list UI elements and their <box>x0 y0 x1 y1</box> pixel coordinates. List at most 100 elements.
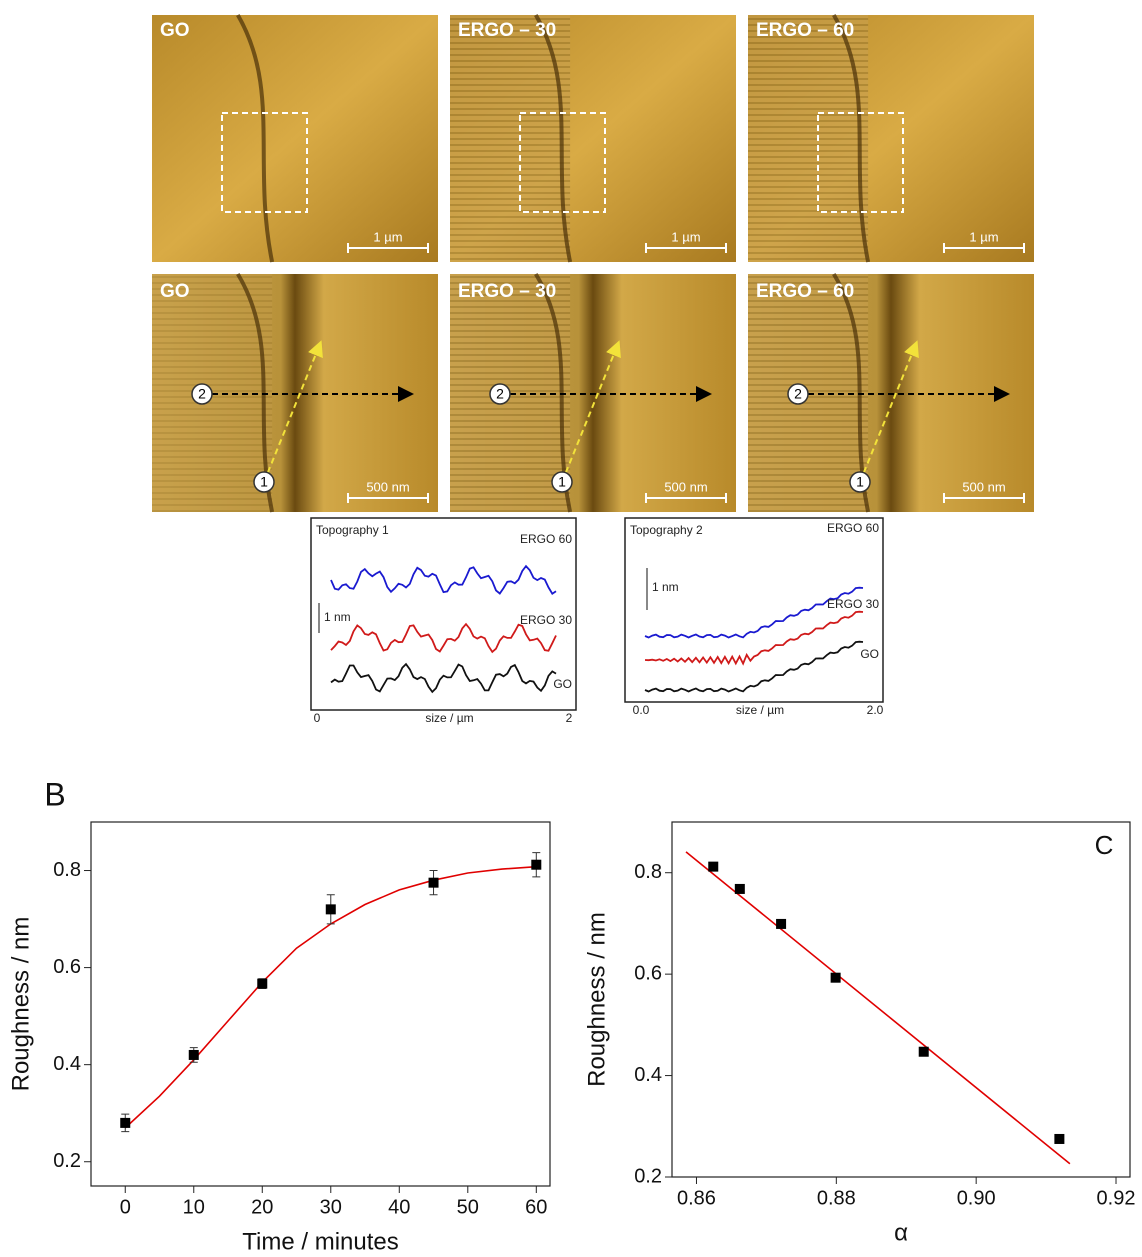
x-tick-label: 0.92 <box>1097 1187 1136 1209</box>
profile-arrow <box>263 340 323 483</box>
y-tick-label: 0.4 <box>634 1064 662 1086</box>
x-tick-label: 0.86 <box>677 1187 716 1209</box>
roi-box <box>519 112 606 213</box>
profile-curve <box>330 662 557 694</box>
marker-circle <box>551 471 573 493</box>
marker-label: 1 <box>558 474 566 490</box>
inset-title: Topography 2 <box>630 523 703 537</box>
y-tick-label: 0.6 <box>53 956 81 978</box>
image-label: GO <box>160 281 190 302</box>
data-point <box>708 861 719 872</box>
marker-label: 1 <box>260 474 268 490</box>
afm-texture <box>748 15 869 262</box>
data-point <box>428 877 439 888</box>
flake-edge <box>832 13 871 263</box>
profile-arrow <box>859 340 919 483</box>
inset-x-tick: 2.0 <box>867 703 884 717</box>
inset-series-label: GO <box>553 677 572 691</box>
inset-scale-label: 1 nm <box>324 610 351 624</box>
data-point <box>325 904 336 915</box>
profile-curve <box>644 640 864 693</box>
marker-circle <box>191 383 213 405</box>
data-point <box>120 1117 131 1128</box>
y-tick-label: 0.8 <box>634 861 662 883</box>
x-tick-label: 0 <box>120 1196 131 1218</box>
y-tick-label: 0.6 <box>634 962 662 984</box>
fit-line <box>685 851 1071 1165</box>
roi-box <box>817 112 904 213</box>
inset-x-label: size / µm <box>736 703 784 717</box>
y-tick-label: 0.8 <box>53 859 81 881</box>
inset-series-label: GO <box>860 647 879 661</box>
y-tick-label: 0.2 <box>53 1150 81 1172</box>
inset-x-tick: 2 <box>566 711 573 725</box>
scale-bar-label: 1 µm <box>671 229 700 244</box>
x-tick-label: 30 <box>320 1196 342 1218</box>
profile-curve <box>330 622 557 654</box>
y-tick-label: 0.4 <box>53 1053 81 1075</box>
plot-frame <box>90 821 551 1187</box>
marker-circle <box>787 383 809 405</box>
data-point <box>734 883 745 894</box>
data-point <box>830 972 841 983</box>
data-point <box>776 918 787 929</box>
inset-series-label: ERGO 30 <box>520 613 572 627</box>
x-tick-label: 60 <box>525 1196 547 1218</box>
x-tick-label: 20 <box>251 1196 273 1218</box>
scale-bar-label: 1 µm <box>373 229 402 244</box>
data-point <box>918 1046 929 1057</box>
data-point <box>188 1049 199 1060</box>
scale-bar-label: 500 nm <box>664 479 707 494</box>
x-tick-label: 0.88 <box>817 1187 856 1209</box>
data-point <box>1054 1133 1065 1144</box>
inset-series-label: ERGO 30 <box>827 597 879 611</box>
x-axis-label: α <box>894 1219 908 1246</box>
data-point <box>257 978 268 989</box>
inset-series-label: ERGO 60 <box>520 532 572 546</box>
marker-circle <box>849 471 871 493</box>
inset-scale-label: 1 nm <box>652 580 679 594</box>
y-axis-label: Roughness / nm <box>583 912 610 1087</box>
profile-curve <box>644 586 864 639</box>
data-point <box>531 859 542 870</box>
x-tick-label: 40 <box>388 1196 410 1218</box>
marker-label: 2 <box>794 386 802 402</box>
image-label: ERGO – 30 <box>458 281 556 302</box>
scale-bar-label: 500 nm <box>366 479 409 494</box>
y-tick-label: 0.2 <box>634 1165 662 1187</box>
marker-label: 1 <box>856 474 864 490</box>
x-tick-label: 10 <box>183 1196 205 1218</box>
profile-curve <box>330 564 557 595</box>
scale-bar-label: 1 µm <box>969 229 998 244</box>
inset-frame <box>310 517 577 711</box>
image-label: GO <box>160 20 190 41</box>
inset-x-tick: 0.0 <box>633 703 650 717</box>
image-label: ERGO – 60 <box>756 281 854 302</box>
scale-bar-label: 500 nm <box>962 479 1005 494</box>
plot-frame <box>671 821 1131 1178</box>
marker-circle <box>253 471 275 493</box>
panel-label: C <box>1095 830 1114 860</box>
flake-edge <box>534 13 573 263</box>
x-axis-label: Time / minutes <box>242 1228 398 1255</box>
image-label: ERGO – 60 <box>756 20 854 41</box>
marker-circle <box>489 383 511 405</box>
afm-texture <box>450 15 571 262</box>
inset-x-label: size / µm <box>425 711 473 725</box>
marker-label: 2 <box>496 386 504 402</box>
inset-series-label: ERGO 60 <box>827 521 879 535</box>
panel-label: B <box>44 776 65 812</box>
profile-curve <box>644 610 864 666</box>
flake-edge <box>236 13 275 263</box>
x-tick-label: 0.90 <box>957 1187 996 1209</box>
marker-label: 2 <box>198 386 206 402</box>
inset-x-tick: 0 <box>314 711 321 725</box>
roi-box <box>221 112 308 213</box>
profile-arrow <box>561 340 621 483</box>
y-axis-label: Roughness / nm <box>7 917 34 1092</box>
image-label: ERGO – 30 <box>458 20 556 41</box>
inset-title: Topography 1 <box>316 523 389 537</box>
afm-image <box>152 15 438 262</box>
x-tick-label: 50 <box>457 1196 479 1218</box>
